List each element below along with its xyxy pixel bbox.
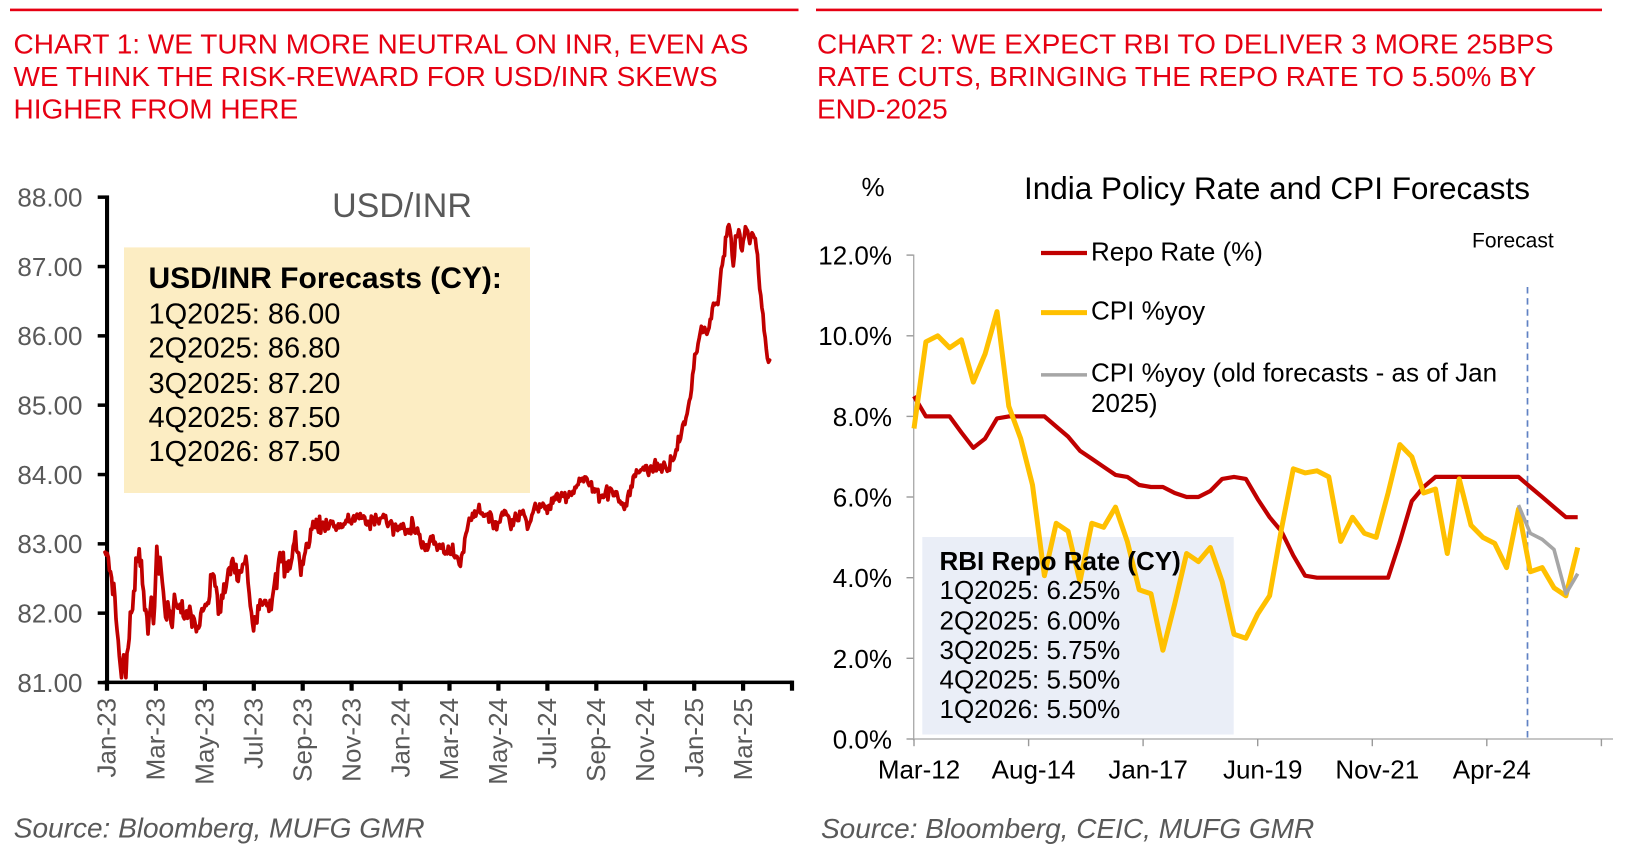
svg-text:Jan-24: Jan-24 [385,698,415,778]
svg-text:END-2025: END-2025 [817,94,948,125]
svg-text:Mar-25: Mar-25 [728,698,758,780]
svg-text:10.0%: 10.0% [818,321,892,351]
svg-text:Jan-25: Jan-25 [679,698,709,778]
svg-text:May-23: May-23 [190,698,220,785]
svg-text:Apr-24: Apr-24 [1453,755,1531,785]
svg-text:Mar-24: Mar-24 [434,698,464,780]
svg-text:3Q2025: 5.75%: 3Q2025: 5.75% [940,635,1121,665]
svg-text:2.0%: 2.0% [833,644,892,674]
svg-text:Mar-23: Mar-23 [141,698,171,780]
svg-text:6.0%: 6.0% [833,482,892,512]
svg-text:RATE CUTS, BRINGING THE REPO R: RATE CUTS, BRINGING THE REPO RATE TO 5.5… [817,61,1537,92]
svg-text:Mar-12: Mar-12 [878,755,960,785]
svg-text:Sep-23: Sep-23 [287,698,317,782]
svg-text:1Q2026: 5.50%: 1Q2026: 5.50% [940,694,1121,724]
svg-text:RBI Repo Rate (CY): RBI Repo Rate (CY) [940,546,1181,576]
svg-text:4Q2025: 87.50: 4Q2025: 87.50 [149,402,341,434]
svg-text:2Q2025: 86.80: 2Q2025: 86.80 [149,332,341,364]
svg-text:WE THINK THE RISK-REWARD FOR U: WE THINK THE RISK-REWARD FOR USD/INR SKE… [14,61,718,92]
svg-text:4Q2025: 5.50%: 4Q2025: 5.50% [940,665,1121,695]
svg-text:1Q2025: 86.00: 1Q2025: 86.00 [149,298,341,330]
svg-text:Aug-14: Aug-14 [992,755,1076,785]
svg-text:India Policy Rate and CPI Fore: India Policy Rate and CPI Forecasts [1024,170,1530,206]
svg-text:0.0%: 0.0% [833,724,892,754]
svg-text:84.00: 84.00 [17,460,82,490]
svg-text:4.0%: 4.0% [833,563,892,593]
svg-text:83.00: 83.00 [17,529,82,559]
svg-text:86.00: 86.00 [17,321,82,351]
svg-text:Jan-23: Jan-23 [92,698,122,778]
svg-text:USD/INR Forecasts (CY):: USD/INR Forecasts (CY): [149,262,502,295]
svg-text:Forecast: Forecast [1472,230,1554,253]
svg-text:1Q2025: 6.25%: 1Q2025: 6.25% [940,575,1121,605]
svg-text:CPI %yoy: CPI %yoy [1091,295,1205,325]
svg-text:12.0%: 12.0% [818,241,892,271]
svg-text:HIGHER FROM HERE: HIGHER FROM HERE [14,94,299,125]
svg-text:82.00: 82.00 [17,599,82,629]
svg-text:CHART 2: WE EXPECT RBI TO DELI: CHART 2: WE EXPECT RBI TO DELIVER 3 MORE… [817,29,1554,60]
svg-text:87.00: 87.00 [17,252,82,282]
svg-text:USD/INR: USD/INR [332,187,472,225]
svg-text:81.00: 81.00 [17,668,82,698]
svg-text:85.00: 85.00 [17,391,82,421]
svg-text:%: % [862,172,885,202]
svg-text:8.0%: 8.0% [833,402,892,432]
svg-text:2025): 2025) [1091,388,1158,418]
svg-text:May-24: May-24 [483,698,513,785]
svg-text:Source: Bloomberg, CEIC, MUFG: Source: Bloomberg, CEIC, MUFG GMR [821,813,1314,844]
svg-text:Nov-23: Nov-23 [336,698,366,782]
svg-text:Nov-21: Nov-21 [1335,755,1419,785]
svg-text:Nov-24: Nov-24 [630,698,660,782]
svg-text:CHART 1: WE TURN MORE NEUTRAL: CHART 1: WE TURN MORE NEUTRAL ON INR, EV… [14,29,749,60]
svg-text:Jul-24: Jul-24 [532,698,562,769]
svg-text:88.00: 88.00 [17,183,82,213]
svg-text:3Q2025: 87.20: 3Q2025: 87.20 [149,368,341,400]
svg-text:Repo Rate (%): Repo Rate (%) [1091,237,1263,267]
svg-text:Sep-24: Sep-24 [581,698,611,782]
svg-text:Jul-23: Jul-23 [239,698,269,769]
svg-text:Jun-19: Jun-19 [1223,755,1303,785]
svg-text:CPI %yoy (old forecasts - as o: CPI %yoy (old forecasts - as of Jan [1091,358,1497,388]
svg-text:Source: Bloomberg, MUFG GMR: Source: Bloomberg, MUFG GMR [14,813,425,844]
svg-text:Jan-17: Jan-17 [1108,755,1188,785]
svg-text:1Q2026: 87.50: 1Q2026: 87.50 [149,436,341,468]
svg-text:2Q2025: 6.00%: 2Q2025: 6.00% [940,605,1121,635]
